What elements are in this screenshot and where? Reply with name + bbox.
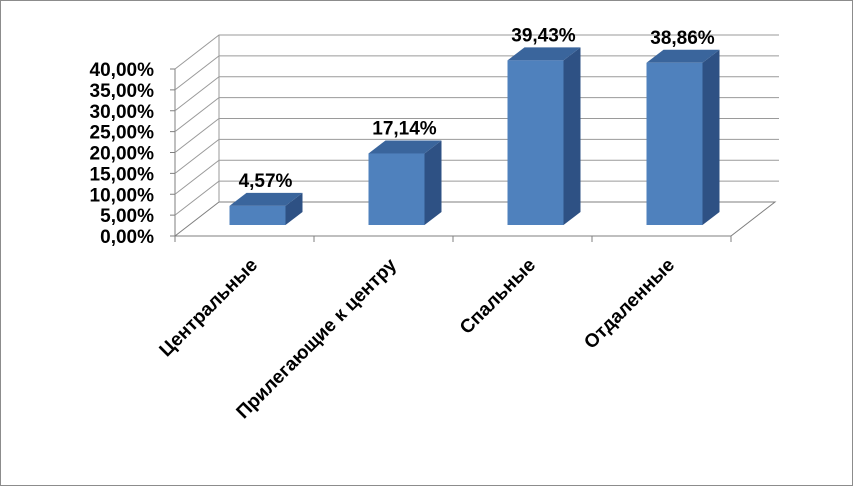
y-tick-label: 20,00% <box>90 144 155 165</box>
data-label: 17,14% <box>372 118 437 139</box>
gridline <box>174 118 779 153</box>
bar-front <box>646 62 703 226</box>
bar-top <box>229 192 303 206</box>
data-label: 39,43% <box>511 25 576 46</box>
y-tick-label: 0,00% <box>100 227 154 248</box>
bars <box>229 47 720 226</box>
bar <box>229 192 303 225</box>
gridline <box>174 97 779 133</box>
data-label: 38,86% <box>650 28 715 49</box>
data-labels: 4,57% 17,14% 39,43% 38,86% <box>239 25 715 192</box>
gridline <box>174 34 779 70</box>
y-tick-label: 40,00% <box>90 60 155 81</box>
bar-side <box>702 49 720 226</box>
y-tick-label: 35,00% <box>90 81 155 102</box>
bar-top <box>507 47 581 61</box>
bar-top <box>646 49 720 63</box>
bar-side <box>563 47 581 226</box>
bar-front <box>229 205 286 225</box>
bar <box>368 140 442 225</box>
gridline <box>174 159 779 195</box>
bar-side <box>424 140 442 225</box>
gridline <box>174 180 779 216</box>
category-label: Центральные <box>156 255 263 362</box>
y-axis-ticks: 0,00%5,00%10,00%15,00%20,00%25,00%30,00%… <box>90 60 175 248</box>
gridlines <box>174 34 779 216</box>
category-label: Прилегающие к центру <box>233 254 402 423</box>
bar-front <box>368 153 425 225</box>
y-tick-label: 15,00% <box>90 164 155 185</box>
category-label: Отдаленные <box>580 255 679 354</box>
y-tick-label: 25,00% <box>90 123 155 144</box>
bar-top <box>368 140 442 154</box>
gridline <box>174 76 779 112</box>
y-tick-label: 10,00% <box>90 185 155 206</box>
floor-outline <box>174 201 777 237</box>
gridline <box>174 138 779 174</box>
data-label: 4,57% <box>239 171 293 192</box>
gridline <box>174 55 779 91</box>
bar-front <box>507 60 564 226</box>
category-label: Спальные <box>456 255 540 339</box>
bar-side <box>285 192 303 225</box>
y-tick-label: 30,00% <box>90 102 155 123</box>
bar <box>646 49 720 226</box>
y-tick-label: 5,00% <box>100 206 154 227</box>
bar <box>507 47 581 226</box>
